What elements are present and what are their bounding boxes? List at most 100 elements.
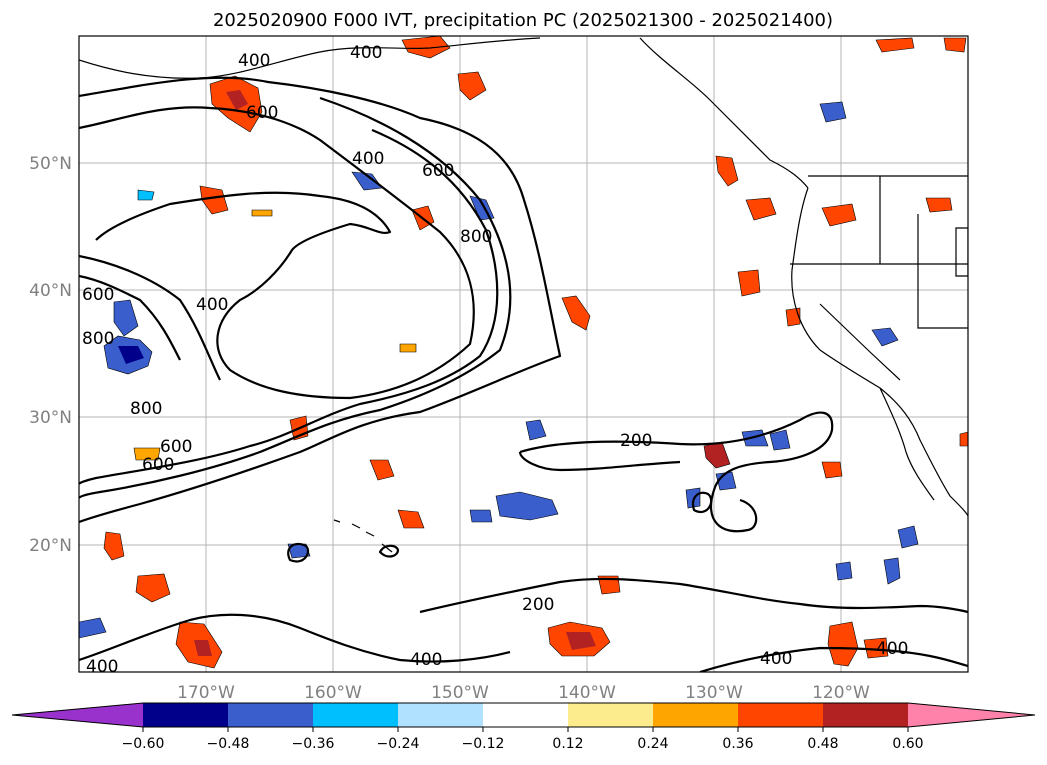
precip-blob bbox=[819, 101, 847, 123]
contour-label: 400 bbox=[350, 43, 382, 63]
contour-label: 400 bbox=[352, 149, 384, 169]
contour-labels: 400 400 600 400 600 800 800 600 400 800 … bbox=[82, 43, 908, 677]
border-ca-nv bbox=[819, 303, 901, 381]
contour-label: 600 bbox=[246, 103, 278, 123]
precip-blob bbox=[883, 557, 901, 585]
precip-blob bbox=[737, 269, 761, 297]
colorbar-segment bbox=[568, 703, 653, 727]
ivt-contour-south-400b bbox=[699, 646, 968, 672]
graticule bbox=[79, 36, 968, 672]
precip-blob bbox=[597, 575, 621, 595]
precip-blob bbox=[785, 307, 801, 327]
precip-blob bbox=[397, 509, 425, 529]
colorbar-tick-label: −0.60 bbox=[122, 736, 165, 752]
contour-label: 600 bbox=[142, 455, 174, 475]
precip-blob bbox=[561, 295, 591, 331]
precip-blob bbox=[199, 185, 229, 215]
contour-label: 400 bbox=[876, 639, 908, 659]
colorbar-tick-label: −0.12 bbox=[462, 736, 505, 752]
border-states-2 bbox=[917, 214, 968, 329]
lon-tick: 170°W bbox=[177, 683, 235, 703]
precip-blob bbox=[399, 343, 417, 353]
ivt-contour-subtropic bbox=[519, 411, 834, 533]
lon-tick: 140°W bbox=[558, 683, 616, 703]
precip-blob bbox=[959, 431, 968, 447]
precip-blob bbox=[897, 525, 919, 549]
contour-label: 600 bbox=[422, 161, 454, 181]
lon-tick: 150°W bbox=[431, 683, 489, 703]
ivt-contour-400 bbox=[79, 106, 475, 400]
colorbar-extend-low bbox=[12, 703, 143, 727]
contour-label: 800 bbox=[460, 227, 492, 247]
precip-blob bbox=[469, 509, 493, 523]
lat-tick: 40°N bbox=[29, 281, 72, 301]
contour-label: 400 bbox=[238, 51, 270, 71]
precip-blob bbox=[194, 640, 212, 656]
lat-tick: 30°N bbox=[29, 408, 72, 428]
precip-blob bbox=[821, 461, 843, 479]
precip-blob bbox=[135, 573, 171, 603]
lon-tick: 160°W bbox=[304, 683, 362, 703]
lon-tick-labels: 170°W 160°W 150°W 140°W 130°W 120°W bbox=[177, 683, 870, 703]
precip-blob bbox=[745, 197, 777, 221]
coastlines bbox=[79, 37, 968, 553]
ivt-contour-600b bbox=[79, 254, 221, 381]
ivt-contour-600 bbox=[79, 96, 512, 499]
contour-label: 800 bbox=[130, 399, 162, 419]
lat-tick-labels: 50°N 40°N 30°N 20°N bbox=[29, 154, 72, 556]
contour-label: 200 bbox=[620, 431, 652, 451]
precip-blob bbox=[495, 491, 559, 521]
contour-label: 600 bbox=[82, 285, 114, 305]
precip-blob bbox=[251, 209, 273, 217]
ivt-contour-small bbox=[692, 491, 713, 513]
precip-blob bbox=[827, 621, 859, 667]
precip-blob bbox=[118, 346, 144, 364]
coastline-baja bbox=[879, 387, 935, 501]
contour-label: 600 bbox=[160, 437, 192, 457]
contour-label: 400 bbox=[86, 657, 118, 677]
ivt-contour-subtropic-b bbox=[518, 451, 681, 472]
precip-blob bbox=[369, 459, 395, 481]
contour-label: 200 bbox=[522, 595, 554, 615]
precip-blob bbox=[401, 36, 451, 59]
precip-blob bbox=[133, 447, 161, 461]
colorbar: −0.60 −0.48 −0.36 −0.24 −0.12 0.12 0.24 0.36 0.4… bbox=[11, 702, 1036, 752]
ivt-contour-800b bbox=[79, 274, 181, 361]
border-states-3 bbox=[955, 227, 968, 277]
precip-blob bbox=[715, 155, 739, 187]
precip-blob bbox=[79, 617, 107, 639]
contour-label: 400 bbox=[760, 649, 792, 669]
precip-blob bbox=[863, 637, 889, 659]
precip-blob bbox=[457, 71, 487, 101]
colorbar-tick-label: 0.48 bbox=[807, 736, 838, 752]
colorbar-tick-label: −0.24 bbox=[377, 736, 420, 752]
colorbar-segment bbox=[313, 703, 398, 727]
colorbar-segment bbox=[228, 703, 313, 727]
colorbar-segment bbox=[653, 703, 738, 727]
contour-label: 400 bbox=[410, 650, 442, 670]
lon-tick: 130°W bbox=[685, 683, 743, 703]
coastline-alaska bbox=[79, 37, 541, 79]
precip-positive-anomalies bbox=[103, 36, 968, 669]
contour-label: 400 bbox=[196, 295, 228, 315]
ivt-contour-200 bbox=[79, 76, 562, 524]
colorbar-segment bbox=[143, 703, 228, 727]
contour-label: 800 bbox=[82, 329, 114, 349]
precip-blob bbox=[835, 561, 853, 581]
colorbar-segment bbox=[823, 703, 908, 727]
precip-blob bbox=[875, 37, 915, 53]
precip-blob bbox=[821, 203, 857, 227]
colorbar-segment bbox=[483, 703, 568, 727]
hawaii-islands bbox=[333, 519, 393, 553]
colorbar-extend-high bbox=[908, 703, 1035, 727]
border-states-1 bbox=[790, 176, 968, 265]
colorbar-tick-label: 0.12 bbox=[552, 736, 583, 752]
ivt-contour-south-400 bbox=[79, 613, 511, 663]
precip-negative-anomalies bbox=[79, 101, 919, 639]
precip-blob bbox=[769, 429, 791, 451]
precip-blob bbox=[137, 189, 155, 201]
colorbar-segment bbox=[398, 703, 483, 727]
precip-blob bbox=[226, 90, 248, 110]
lon-tick: 120°W bbox=[812, 683, 870, 703]
